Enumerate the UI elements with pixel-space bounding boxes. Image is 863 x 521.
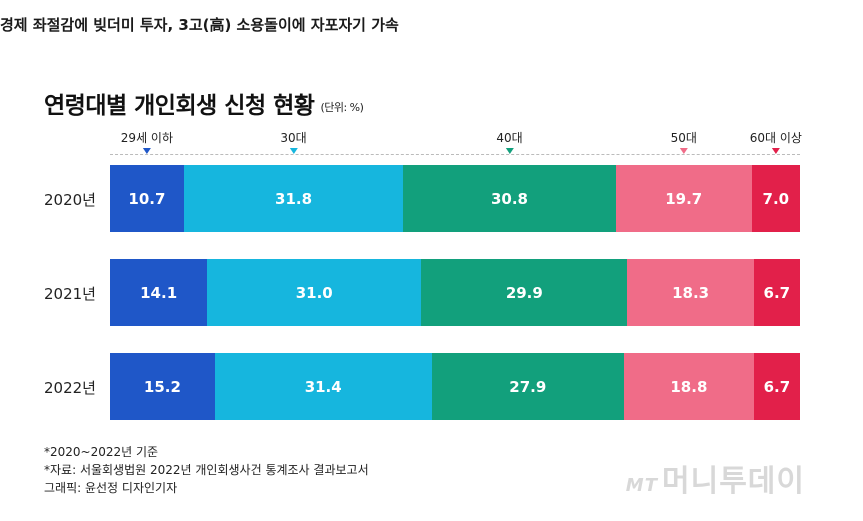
data-label: 15.2 bbox=[143, 377, 181, 396]
legend-marker-triangle bbox=[289, 148, 298, 154]
bar-segment: 7.0 bbox=[751, 165, 800, 232]
bar-segment: 30.8 bbox=[403, 165, 616, 232]
data-label: 19.7 bbox=[665, 189, 703, 208]
legend-label: 50대 bbox=[670, 131, 697, 145]
legend-marker-triangle bbox=[679, 148, 688, 154]
bar-segment: 31.8 bbox=[183, 165, 404, 232]
chart-notes: *2020~2022년 기준 *자료: 서울회생법원 2022년 개인회생사건 … bbox=[44, 443, 369, 497]
money-today-logo: MT 머니투데이 bbox=[626, 456, 805, 500]
stacked-bar-row: 10.7 31.8 30.8 19.7 7.0 bbox=[110, 165, 800, 232]
chart-title-text: 연령대별 개인회생 신청 현황 bbox=[44, 93, 315, 119]
legend-item-2: 30대 bbox=[280, 129, 307, 154]
logo-mt: MT bbox=[625, 475, 658, 496]
bar-segment: 6.7 bbox=[753, 259, 800, 326]
legend-marker-triangle bbox=[142, 148, 151, 154]
logo-brand: 머니투데이 bbox=[662, 464, 805, 499]
chart-title: 연령대별 개인회생 신청 현황 (단위: %) bbox=[44, 86, 364, 120]
data-label: 30.8 bbox=[490, 189, 528, 208]
data-label: 14.1 bbox=[140, 283, 178, 302]
bar-segment: 18.8 bbox=[624, 353, 754, 420]
legend: 29세 이하 30대 40대 50대 60대 이상 bbox=[0, 129, 863, 159]
stacked-bar-row: 15.2 31.4 27.9 18.8 6.7 bbox=[110, 353, 800, 420]
data-label: 29.9 bbox=[505, 283, 543, 302]
legend-baseline bbox=[110, 154, 800, 155]
legend-label: 30대 bbox=[280, 131, 307, 145]
bar-segment: 29.9 bbox=[421, 259, 628, 326]
bar-segment: 31.4 bbox=[214, 353, 432, 420]
legend-marker-triangle bbox=[771, 148, 780, 154]
bar-segment: 15.2 bbox=[110, 353, 215, 420]
note-source: *자료: 서울회생법원 2022년 개인회생사건 통계조사 결과보고서 bbox=[44, 463, 369, 477]
stacked-bar-row: 14.1 31.0 29.9 18.3 6.7 bbox=[110, 259, 800, 326]
legend-label: 29세 이하 bbox=[120, 131, 174, 145]
note-period: *2020~2022년 기준 bbox=[44, 445, 159, 459]
data-label: 31.8 bbox=[275, 189, 313, 208]
data-label: 10.7 bbox=[128, 189, 166, 208]
data-label: 7.0 bbox=[762, 189, 790, 208]
bar-segment: 6.7 bbox=[753, 353, 800, 420]
data-label: 18.3 bbox=[672, 283, 710, 302]
year-label: 2020년 bbox=[44, 190, 96, 209]
legend-marker-triangle bbox=[505, 148, 514, 154]
note-graphic-credit: 그래픽: 윤선정 디자인기자 bbox=[44, 481, 178, 495]
data-label: 6.7 bbox=[763, 283, 791, 302]
bar-segment: 19.7 bbox=[615, 165, 752, 232]
bar-segment: 10.7 bbox=[110, 165, 184, 232]
bar-segment: 31.0 bbox=[207, 259, 422, 326]
legend-item-3: 40대 bbox=[496, 129, 523, 154]
year-label: 2022년 bbox=[44, 378, 96, 397]
data-label: 18.8 bbox=[670, 377, 708, 396]
legend-label: 60대 이상 bbox=[749, 131, 802, 145]
legend-item-4: 50대 bbox=[671, 129, 697, 154]
data-label: 27.9 bbox=[509, 377, 547, 396]
bar-segment: 14.1 bbox=[110, 259, 208, 326]
chart-unit: (단위: %) bbox=[320, 100, 364, 114]
year-label: 2021년 bbox=[44, 284, 96, 303]
data-label: 31.0 bbox=[295, 283, 333, 302]
bar-segment: 27.9 bbox=[431, 353, 625, 420]
data-label: 31.4 bbox=[304, 377, 342, 396]
legend-item-5: 60대 이상 bbox=[750, 129, 802, 154]
data-label: 6.7 bbox=[763, 377, 791, 396]
legend-item-1: 29세 이하 bbox=[121, 129, 173, 154]
legend-label: 40대 bbox=[496, 131, 523, 145]
bar-segment: 18.3 bbox=[627, 259, 754, 326]
article-headline: 경제 좌절감에 빚더미 투자, 3고(高) 소용돌이에 자포자기 가속 bbox=[0, 16, 399, 34]
